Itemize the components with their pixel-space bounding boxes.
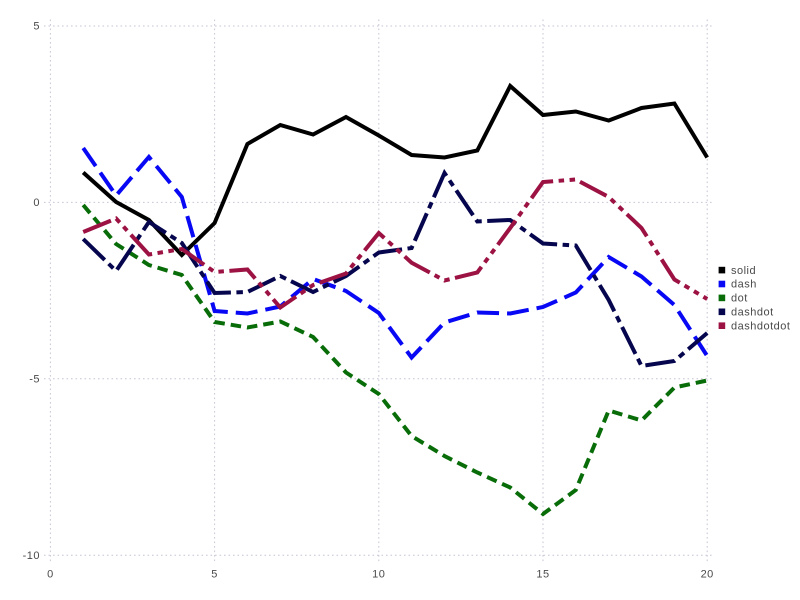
svg-text:dashdot: dashdot — [731, 307, 774, 319]
svg-text:15: 15 — [536, 569, 549, 581]
svg-text:10: 10 — [372, 569, 385, 581]
svg-text:solid: solid — [731, 265, 756, 277]
svg-text:dash: dash — [731, 279, 757, 291]
svg-text:0: 0 — [33, 197, 40, 209]
svg-text:0: 0 — [47, 569, 54, 581]
svg-text:dot: dot — [731, 293, 748, 305]
svg-text:dashdotdot: dashdotdot — [731, 320, 790, 332]
svg-text:-10: -10 — [23, 550, 40, 562]
svg-text:5: 5 — [211, 569, 218, 581]
svg-text:-5: -5 — [29, 374, 40, 386]
svg-text:5: 5 — [33, 21, 40, 33]
svg-text:20: 20 — [701, 569, 714, 581]
